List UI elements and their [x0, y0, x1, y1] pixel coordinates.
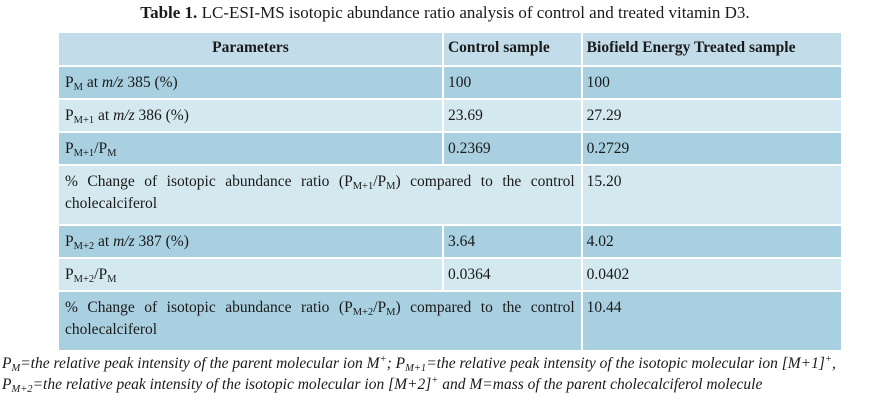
- control-value: 3.64: [441, 224, 583, 259]
- caption-text: LC-ESI-MS isotopic abundance ratio analy…: [197, 3, 750, 22]
- treated-value: 4.02: [580, 224, 844, 259]
- table-row: PM at m/z 385 (%) 100 100: [57, 65, 844, 100]
- parameter-cell: PM+1 at m/z 386 (%): [57, 98, 444, 133]
- table-row: % Change of isotopic abundance ratio (PM…: [57, 290, 844, 352]
- table-caption: Table 1. LC-ESI-MS isotopic abundance ra…: [0, 2, 890, 24]
- treated-value: 0.2729: [580, 131, 844, 166]
- parameter-cell: PM+1/PM: [57, 131, 444, 166]
- header-parameters: Parameters: [57, 31, 444, 67]
- table-row: PM+1 at m/z 386 (%) 23.69 27.29: [57, 98, 844, 133]
- parameter-cell: % Change of isotopic abundance ratio (PM…: [57, 164, 583, 226]
- control-value: 100: [441, 65, 583, 100]
- table-row: PM+2 at m/z 387 (%) 3.64 4.02: [57, 224, 844, 259]
- treated-value: 27.29: [580, 98, 844, 133]
- table-row: % Change of isotopic abundance ratio (PM…: [57, 164, 844, 226]
- parameter-cell: PM+2/PM: [57, 257, 444, 292]
- table-footnote: PM=the relative peak intensity of the pa…: [2, 354, 836, 395]
- treated-value: 100: [580, 65, 844, 100]
- parameter-cell: % Change of isotopic abundance ratio (PM…: [57, 290, 583, 352]
- table-row: PM+1/PM 0.2369 0.2729: [57, 131, 844, 166]
- parameter-cell: PM at m/z 385 (%): [57, 65, 444, 100]
- parameter-cell: PM+2 at m/z 387 (%): [57, 224, 444, 259]
- control-value: 0.0364: [441, 257, 583, 292]
- treated-value: 15.20: [580, 164, 844, 226]
- table-header-row: Parameters Control sample Biofield Energ…: [57, 31, 844, 67]
- caption-label: Table 1.: [140, 3, 198, 22]
- table-row: PM+2/PM 0.0364 0.0402: [57, 257, 844, 292]
- control-value: 23.69: [441, 98, 583, 133]
- treated-value: 0.0402: [580, 257, 844, 292]
- treated-value: 10.44: [580, 290, 844, 352]
- header-treated-sample: Biofield Energy Treated sample: [580, 31, 844, 67]
- header-control-sample: Control sample: [441, 31, 583, 67]
- isotopic-abundance-table: Parameters Control sample Biofield Energ…: [57, 31, 844, 352]
- control-value: 0.2369: [441, 131, 583, 166]
